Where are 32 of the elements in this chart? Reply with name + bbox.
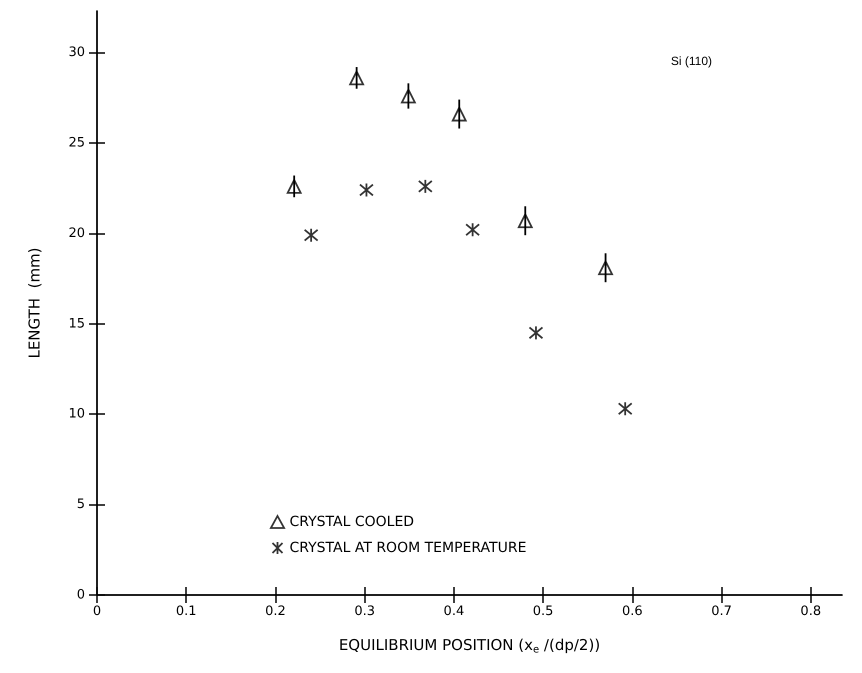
point bbox=[349, 70, 364, 86]
point bbox=[452, 106, 467, 122]
x-tick-label: 0.1 bbox=[176, 604, 197, 619]
legend-label: CRYSTAL AT ROOM TEMPERATURE bbox=[290, 540, 526, 556]
point bbox=[518, 213, 533, 228]
y-tick-label: 30 bbox=[68, 45, 85, 60]
x-tick-label: 0.5 bbox=[532, 604, 554, 619]
x-tick-label: 0.4 bbox=[444, 604, 464, 619]
y-tick-label: 5 bbox=[76, 497, 85, 512]
point bbox=[400, 88, 416, 104]
x-tick-label: 0.7 bbox=[711, 604, 732, 619]
y-tick-label: 0 bbox=[76, 588, 85, 602]
y-tick-label: 25 bbox=[68, 135, 85, 150]
legend-label: CRYSTAL COOLED bbox=[290, 514, 414, 530]
point bbox=[286, 178, 302, 194]
point bbox=[598, 260, 613, 276]
point bbox=[465, 222, 480, 238]
point bbox=[528, 325, 544, 340]
point bbox=[618, 401, 633, 416]
x-tick-label: 0.3 bbox=[354, 604, 376, 619]
x-tick-label: 0.2 bbox=[265, 604, 286, 619]
y-tick-label: 10 bbox=[68, 406, 85, 422]
y-axis-title: LENGTH (mm) bbox=[26, 247, 44, 359]
annotation: Si (110) bbox=[670, 54, 712, 68]
y-tick-label: 15 bbox=[68, 316, 85, 332]
y-tick-label: 20 bbox=[68, 226, 85, 241]
x-tick-label: 0 bbox=[92, 604, 102, 619]
x-tick-label: 0.8 bbox=[800, 604, 822, 619]
point bbox=[304, 228, 319, 243]
point bbox=[418, 178, 433, 194]
x-tick-label: 0.6 bbox=[622, 604, 643, 619]
point bbox=[359, 182, 374, 198]
